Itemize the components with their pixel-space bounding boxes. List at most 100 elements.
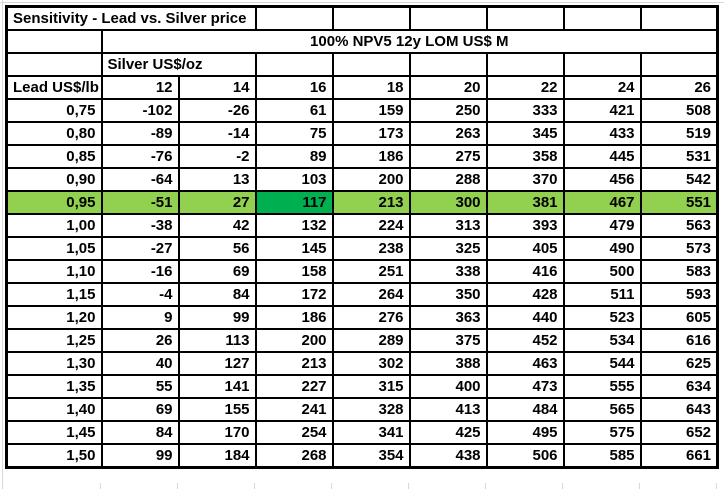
value-cell[interactable]: 333	[485, 98, 565, 123]
value-cell[interactable]: 625	[639, 351, 719, 376]
value-cell[interactable]: 117	[254, 190, 334, 215]
value-cell[interactable]: 26	[100, 328, 180, 353]
value-cell[interactable]: 264	[331, 282, 411, 307]
row-header-cell[interactable]: 0,80	[5, 121, 103, 146]
value-cell[interactable]: 113	[177, 328, 257, 353]
value-cell[interactable]: 388	[408, 351, 488, 376]
value-cell[interactable]: 416	[485, 259, 565, 284]
value-cell[interactable]: 84	[100, 420, 180, 445]
value-cell[interactable]: 61	[254, 98, 334, 123]
value-cell[interactable]: 213	[331, 190, 411, 215]
value-cell[interactable]: 585	[562, 443, 642, 469]
col-header-cell[interactable]: 22	[485, 75, 565, 100]
value-cell[interactable]: 563	[639, 213, 719, 238]
value-cell[interactable]: 400	[408, 374, 488, 399]
value-cell[interactable]: -16	[100, 259, 180, 284]
row-header-cell[interactable]: 0,90	[5, 167, 103, 192]
col-header-cell[interactable]: 12	[100, 75, 180, 100]
value-cell[interactable]: 500	[562, 259, 642, 284]
col-header-cell[interactable]: 16	[254, 75, 334, 100]
row-header-cell[interactable]: 1,20	[5, 305, 103, 330]
value-cell[interactable]: 479	[562, 213, 642, 238]
empty-cell[interactable]	[331, 5, 411, 31]
value-cell[interactable]: 375	[408, 328, 488, 353]
col-header-cell[interactable]: 20	[408, 75, 488, 100]
value-cell[interactable]: 370	[485, 167, 565, 192]
empty-cell[interactable]	[331, 52, 411, 77]
value-cell[interactable]: 473	[485, 374, 565, 399]
empty-cell[interactable]	[485, 52, 565, 77]
row-header-cell[interactable]: 1,40	[5, 397, 103, 422]
value-cell[interactable]: 325	[408, 236, 488, 261]
value-cell[interactable]: 227	[254, 374, 334, 399]
row-header-cell[interactable]: 1,15	[5, 282, 103, 307]
col-header-cell[interactable]: 26	[639, 75, 719, 100]
value-cell[interactable]: 288	[408, 167, 488, 192]
value-cell[interactable]: 484	[485, 397, 565, 422]
value-cell[interactable]: 173	[331, 121, 411, 146]
value-cell[interactable]: 438	[408, 443, 488, 469]
value-cell[interactable]: -76	[100, 144, 180, 169]
value-cell[interactable]: 300	[408, 190, 488, 215]
value-cell[interactable]: 413	[408, 397, 488, 422]
value-cell[interactable]: 358	[485, 144, 565, 169]
value-cell[interactable]: -102	[100, 98, 180, 123]
row-header-cell[interactable]: 1,05	[5, 236, 103, 261]
value-cell[interactable]: 99	[177, 305, 257, 330]
value-cell[interactable]: 519	[639, 121, 719, 146]
row-header-cell[interactable]: 1,10	[5, 259, 103, 284]
value-cell[interactable]: -2	[177, 144, 257, 169]
row-header-cell[interactable]: 0,75	[5, 98, 103, 123]
value-cell[interactable]: 652	[639, 420, 719, 445]
value-cell[interactable]: 263	[408, 121, 488, 146]
empty-cell[interactable]	[254, 5, 334, 31]
value-cell[interactable]: 531	[639, 144, 719, 169]
value-cell[interactable]: 186	[331, 144, 411, 169]
col-header-cell[interactable]: 14	[177, 75, 257, 100]
value-cell[interactable]: 9	[100, 305, 180, 330]
value-cell[interactable]: 75	[254, 121, 334, 146]
value-cell[interactable]: 89	[254, 144, 334, 169]
value-cell[interactable]: 551	[639, 190, 719, 215]
value-cell[interactable]: 99	[100, 443, 180, 469]
value-cell[interactable]: 268	[254, 443, 334, 469]
value-cell[interactable]: 42	[177, 213, 257, 238]
empty-cell[interactable]	[485, 5, 565, 31]
value-cell[interactable]: -64	[100, 167, 180, 192]
value-cell[interactable]: 159	[331, 98, 411, 123]
value-cell[interactable]: 452	[485, 328, 565, 353]
value-cell[interactable]: 200	[331, 167, 411, 192]
value-cell[interactable]: 224	[331, 213, 411, 238]
value-cell[interactable]: 661	[639, 443, 719, 469]
empty-cell[interactable]	[639, 52, 719, 77]
value-cell[interactable]: 542	[639, 167, 719, 192]
empty-cell[interactable]	[562, 52, 642, 77]
value-cell[interactable]: 508	[639, 98, 719, 123]
value-cell[interactable]: 184	[177, 443, 257, 469]
value-cell[interactable]: -27	[100, 236, 180, 261]
row-header-cell[interactable]: 0,95	[5, 190, 103, 215]
value-cell[interactable]: 84	[177, 282, 257, 307]
empty-cell[interactable]	[408, 5, 488, 31]
col-header-cell[interactable]: 18	[331, 75, 411, 100]
value-cell[interactable]: 544	[562, 351, 642, 376]
value-cell[interactable]: 605	[639, 305, 719, 330]
row-header-cell[interactable]: 1,35	[5, 374, 103, 399]
value-cell[interactable]: 27	[177, 190, 257, 215]
value-cell[interactable]: 345	[485, 121, 565, 146]
empty-cell[interactable]	[639, 5, 719, 31]
value-cell[interactable]: 158	[254, 259, 334, 284]
value-cell[interactable]: 341	[331, 420, 411, 445]
value-cell[interactable]: 593	[639, 282, 719, 307]
value-cell[interactable]: 456	[562, 167, 642, 192]
value-cell[interactable]: -51	[100, 190, 180, 215]
value-cell[interactable]: 241	[254, 397, 334, 422]
value-cell[interactable]: 13	[177, 167, 257, 192]
value-cell[interactable]: 555	[562, 374, 642, 399]
value-cell[interactable]: 145	[254, 236, 334, 261]
value-cell[interactable]: 445	[562, 144, 642, 169]
value-cell[interactable]: 132	[254, 213, 334, 238]
value-cell[interactable]: 251	[331, 259, 411, 284]
value-cell[interactable]: 467	[562, 190, 642, 215]
value-cell[interactable]: 103	[254, 167, 334, 192]
